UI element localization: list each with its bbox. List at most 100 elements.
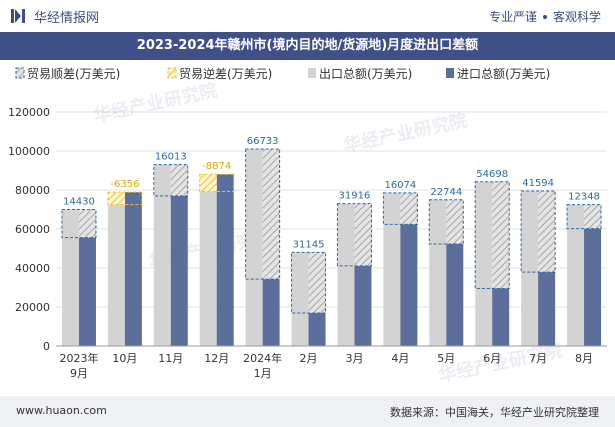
data-label: 54698 xyxy=(476,169,508,180)
data-label: 14430 xyxy=(63,197,95,208)
y-tick-label: 60000 xyxy=(15,223,50,236)
surplus-box xyxy=(428,199,464,245)
import-bar xyxy=(124,192,142,346)
x-tick-label: 3月 xyxy=(345,352,363,365)
data-label: 12348 xyxy=(568,192,600,203)
import-bar xyxy=(492,288,510,346)
x-tick-label: 2024年 1月 xyxy=(243,351,282,380)
surplus-hatch xyxy=(584,204,602,229)
x-tick-line: 10月 xyxy=(112,352,137,365)
legend-swatch-3 xyxy=(308,68,316,78)
legend-swatch-2 xyxy=(167,67,177,79)
deficit-hatch xyxy=(199,174,217,192)
bars xyxy=(61,148,602,346)
surplus-hatch xyxy=(170,164,188,196)
x-tick-label: 2023年 9月 xyxy=(59,351,98,380)
x-tick-label: 4月 xyxy=(391,352,409,365)
x-tick-label: 10月 xyxy=(112,352,137,365)
watermark-text: 华经产业研究院 xyxy=(341,109,469,157)
import-bar xyxy=(538,272,556,346)
export-bar xyxy=(245,149,263,346)
surplus-hatch xyxy=(354,203,372,266)
x-tick-line: 4月 xyxy=(391,352,409,365)
data-label: 31916 xyxy=(339,191,371,202)
data-label: 16013 xyxy=(155,152,187,163)
y-tick-label: 40000 xyxy=(15,262,50,275)
x-tick-line: 2月 xyxy=(300,352,318,365)
legend-label-3: 出口总额(万美元) xyxy=(319,67,412,81)
data-label: 22744 xyxy=(430,187,462,198)
import-bar xyxy=(308,313,326,346)
chart-canvas: 贸易顺差(万美元) 贸易逆差(万美元) 出口总额(万美元) 进口总额(万美元) 华经产… xyxy=(8,66,607,387)
export-bar xyxy=(107,204,125,346)
surplus-box xyxy=(291,251,327,314)
x-tick-line: 3月 xyxy=(345,352,363,365)
y-tick-label: 120000 xyxy=(8,106,50,119)
surplus-hatch xyxy=(308,252,326,314)
tag-professional: 专业严谨 xyxy=(488,10,537,24)
export-bar xyxy=(521,190,539,346)
import-bar xyxy=(354,265,372,346)
surplus-box xyxy=(61,209,97,239)
import-bar xyxy=(400,224,418,346)
legend: 贸易顺差(万美元) 贸易逆差(万美元) 出口总额(万美元) 进口总额(万美元) xyxy=(15,66,550,81)
x-tick-label: 7月 xyxy=(529,352,547,365)
x-tick-label: 6月 xyxy=(483,352,501,365)
x-tick-line: 12月 xyxy=(204,352,229,365)
surplus-box xyxy=(153,164,189,197)
footer: www.huaon.com 数据来源：中国海关，华经产业研究院整理 xyxy=(0,396,615,427)
x-tick-label: 8月 xyxy=(575,352,593,365)
x-tick-label: 5月 xyxy=(437,352,455,365)
export-bar xyxy=(567,204,585,346)
footer-source: 数据来源：中国海关，华经产业研究院整理 xyxy=(390,406,599,419)
data-label: 31145 xyxy=(293,239,325,250)
data-label: 41594 xyxy=(522,178,554,189)
footer-website[interactable]: www.huaon.com xyxy=(16,404,107,417)
deficit-box xyxy=(199,173,235,193)
x-tick-line: 6月 xyxy=(483,352,501,365)
import-bar xyxy=(216,174,234,346)
y-tick-label: 80000 xyxy=(15,184,50,197)
export-bar xyxy=(153,164,171,346)
import-bar xyxy=(584,228,602,346)
x-tick-line: 2023年 xyxy=(59,351,98,365)
watermark-text: 华经产业研究院 xyxy=(91,79,219,127)
legend-label-1: 贸易顺差(万美元) xyxy=(27,67,120,81)
legend-label-4: 进口总额(万美元) xyxy=(457,67,550,81)
chart-title: 2023-2024年赣州市(境内目的地/货源地)月度进出口差额 xyxy=(0,32,615,60)
surplus-hatch xyxy=(492,181,510,289)
site-name[interactable]: 华经情报网 xyxy=(34,11,100,26)
data-label: -6356 xyxy=(110,179,139,190)
y-tick-label: 0 xyxy=(43,340,50,353)
x-axis: 2023年 9月 10月 11月 12月 2024年 1月 2月 3月 4月 5月 6月 7月 8月 xyxy=(59,351,593,380)
x-tick-line: 7月 xyxy=(529,352,547,365)
surplus-box xyxy=(382,192,418,225)
export-bar xyxy=(199,191,217,346)
x-tick-line: 5月 xyxy=(437,352,455,365)
tag-objective: 客观科学 xyxy=(552,10,601,24)
data-label: 66733 xyxy=(247,136,279,147)
surplus-box xyxy=(245,148,281,280)
legend-swatch-1 xyxy=(15,67,25,79)
surplus-hatch xyxy=(262,149,280,280)
export-bar xyxy=(337,203,355,346)
legend-label-2: 贸易逆差(万美元) xyxy=(179,66,272,81)
surplus-box xyxy=(336,203,372,267)
top-bar: 华经情报网 专业严谨 客观科学 xyxy=(0,0,615,32)
huajing-logo-icon xyxy=(11,9,25,23)
import-bar xyxy=(446,244,464,346)
surplus-box xyxy=(520,190,556,273)
surplus-hatch xyxy=(538,190,556,273)
data-label: 16074 xyxy=(384,180,416,191)
surplus-hatch xyxy=(446,199,464,245)
header-tags: 专业严谨 客观科学 xyxy=(489,8,601,25)
grid xyxy=(56,111,607,347)
x-tick-label: 12月 xyxy=(204,352,229,365)
import-bar xyxy=(78,237,96,346)
import-bar xyxy=(262,279,280,346)
x-tick-line: 11月 xyxy=(158,352,183,365)
import-bar xyxy=(170,195,188,346)
export-bar xyxy=(383,192,401,346)
surplus-hatch xyxy=(400,192,418,225)
export-bar xyxy=(61,209,79,346)
